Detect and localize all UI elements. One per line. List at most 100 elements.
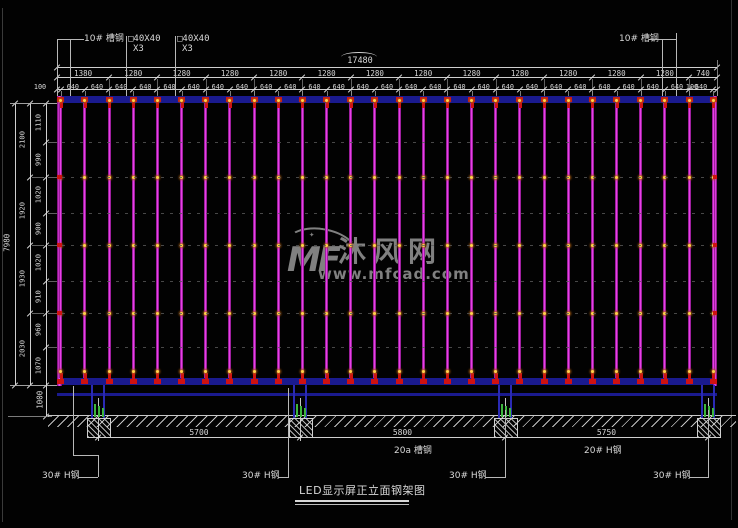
dim-label-top-sub: 640 <box>453 83 466 91</box>
post-tip-red-top2 <box>83 102 87 108</box>
ext-line <box>640 91 642 96</box>
footing-span-dim: 5750 <box>596 428 617 437</box>
dim-label-top-sub: 640 <box>550 83 563 91</box>
leader <box>288 388 289 478</box>
dim-label-top-sub: 640 <box>211 83 224 91</box>
footing-span-dim: 5700 <box>189 428 209 437</box>
post-tip-red-bottom <box>228 373 232 379</box>
dim-label-top: 1280 <box>172 69 191 78</box>
total-dim-arc <box>341 52 377 62</box>
dim-label-top-sub: 640 <box>670 83 684 91</box>
dim-label-top: 1280 <box>317 69 336 78</box>
post-tip-red-bottom <box>277 373 281 379</box>
joint-dot <box>59 369 63 373</box>
brace-row-dashed <box>62 245 712 246</box>
post-tip-red-bottom <box>132 373 136 379</box>
label-ground-channel: 20a 槽钢 <box>394 446 432 456</box>
frame-edge-right <box>712 96 717 386</box>
ext-line <box>350 91 352 96</box>
ext-line <box>109 91 111 96</box>
leader <box>689 477 709 478</box>
dim-label-top-sub: 640 <box>622 83 635 91</box>
post-tip-red-bottom2 <box>347 379 355 384</box>
ext-line <box>10 385 57 386</box>
footing-span-dim: 5800 <box>392 428 413 437</box>
ext-line <box>48 281 57 283</box>
joint-dot <box>445 98 449 102</box>
dim-label-top-sub: 640 <box>187 83 200 91</box>
total-width-dim: 17480 <box>347 56 373 66</box>
joint-dot <box>445 369 449 373</box>
joint-dot <box>107 369 111 373</box>
ext-line <box>423 91 425 96</box>
dim-label-left-group: 2100 <box>17 131 27 149</box>
leader <box>126 36 127 96</box>
joint-dot <box>615 369 619 373</box>
post-tip-red-bottom2 <box>274 379 282 384</box>
post-tip-red-top2 <box>398 102 402 108</box>
frame-vertical-post <box>228 103 232 378</box>
ext-line <box>48 245 57 247</box>
leader <box>485 477 506 478</box>
dim-label-top-sub: 640 <box>284 83 297 91</box>
dim-label-top: 1280 <box>462 69 481 78</box>
post-tip-red-bottom <box>398 373 402 379</box>
post-tip-red-top2 <box>301 102 305 108</box>
dim-label-left-group: 2030 <box>17 340 27 358</box>
ext-line <box>32 313 44 315</box>
dim-label-top: 1280 <box>220 69 239 78</box>
frame-vertical-post <box>325 103 329 378</box>
post-tip-red-top2 <box>180 102 184 108</box>
frame-vertical-post <box>373 103 377 378</box>
post-tip-red-bottom <box>663 373 667 379</box>
dim-label-top-sub: 640 <box>66 83 80 91</box>
ext-line <box>519 91 521 96</box>
ext-line <box>302 91 304 96</box>
label-column-3: 30# H钢 <box>449 471 487 481</box>
leader <box>708 410 709 477</box>
dim-label-top-sub: 640 <box>260 83 273 91</box>
anchor-bolt-green <box>304 408 306 417</box>
post-tip-red-bottom <box>567 373 571 379</box>
dim-label-top: 1280 <box>365 69 384 78</box>
joint-dot <box>687 369 691 373</box>
ext-line <box>133 91 135 96</box>
joint-dot <box>470 98 474 102</box>
brace-row-dashed <box>62 213 712 214</box>
joint-dot <box>204 98 208 102</box>
ext-line <box>48 347 57 349</box>
edge-red-dash-right <box>712 311 717 315</box>
dim-label-top-sub: 640 <box>477 83 490 91</box>
frame-vertical-post <box>590 103 594 378</box>
ext-line <box>326 91 328 96</box>
joint-dot <box>470 369 474 373</box>
post-tip-red-top2 <box>253 102 257 108</box>
joint-dot <box>325 369 329 373</box>
joint-dot <box>83 369 87 373</box>
anchor-bolt-green <box>94 404 96 417</box>
dim-label-top: 1280 <box>655 69 674 78</box>
post-tip-red-bottom2 <box>443 379 451 384</box>
ext-line <box>8 416 52 417</box>
post-tip-red-bottom <box>59 373 63 379</box>
ground-dim-line <box>46 385 47 416</box>
bottom-tie-beam <box>57 393 717 396</box>
ext-line <box>229 91 231 96</box>
dim-label-top: 1280 <box>607 69 626 78</box>
column-line <box>293 385 295 418</box>
joint-dot <box>155 369 159 373</box>
post-tip-red-bottom2 <box>298 379 306 384</box>
dim-label-top: 1280 <box>559 69 578 78</box>
ground-clearance-dim: 1000 <box>35 390 45 409</box>
post-tip-red-bottom2 <box>516 379 524 384</box>
post-tip-red-bottom2 <box>588 379 596 384</box>
joint-dot <box>180 369 184 373</box>
frame-vertical-post <box>204 103 208 378</box>
frame-vertical-post <box>518 103 522 378</box>
drawing-border-right <box>731 0 732 520</box>
label-square-tube-1-qty: X3 <box>133 44 144 54</box>
joint-dot <box>107 98 111 102</box>
post-tip-red-bottom <box>180 373 184 379</box>
dim-label-top-sub: 640 <box>332 83 345 91</box>
frame-vertical-post <box>639 103 643 378</box>
